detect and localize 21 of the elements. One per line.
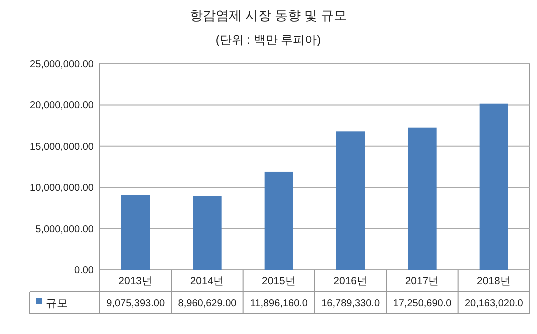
legend-label: 규모 <box>46 298 68 310</box>
data-label: 20,163,020.0 <box>464 298 524 310</box>
x-tick-label: 2014년 <box>190 276 225 288</box>
chart-title: 항감염제 시장 동향 및 규모 <box>190 8 348 23</box>
x-tick-label: 2018년 <box>476 276 512 288</box>
x-tick-label: 2013년 <box>118 276 154 288</box>
data-label: 8,960,629.00 <box>178 298 238 310</box>
data-label: 16,789,330.0 <box>322 298 380 310</box>
data-label: 9,075,393.00 <box>106 298 166 310</box>
chart-subtitle: (단위 : 백만 루피아) <box>216 33 322 47</box>
x-tick-label: 2016년 <box>334 276 368 288</box>
y-tick-label: 20,000,000.00 <box>30 100 94 112</box>
data-label: 11,896,160.0 <box>250 298 308 310</box>
data-label: 17,250,690.0 <box>393 298 452 310</box>
y-tick-label: 25,000,000.00 <box>30 60 94 70</box>
y-tick-label: 10,000,000.00 <box>30 183 94 194</box>
x-tick-label: 2017년 <box>405 276 440 288</box>
y-tick-label: 0.00 <box>74 266 94 276</box>
y-tick-label: 5,000,000.00 <box>36 224 94 236</box>
y-tick-label: 15,000,000.00 <box>30 142 94 153</box>
x-tick-label: 2015년 <box>262 276 296 288</box>
